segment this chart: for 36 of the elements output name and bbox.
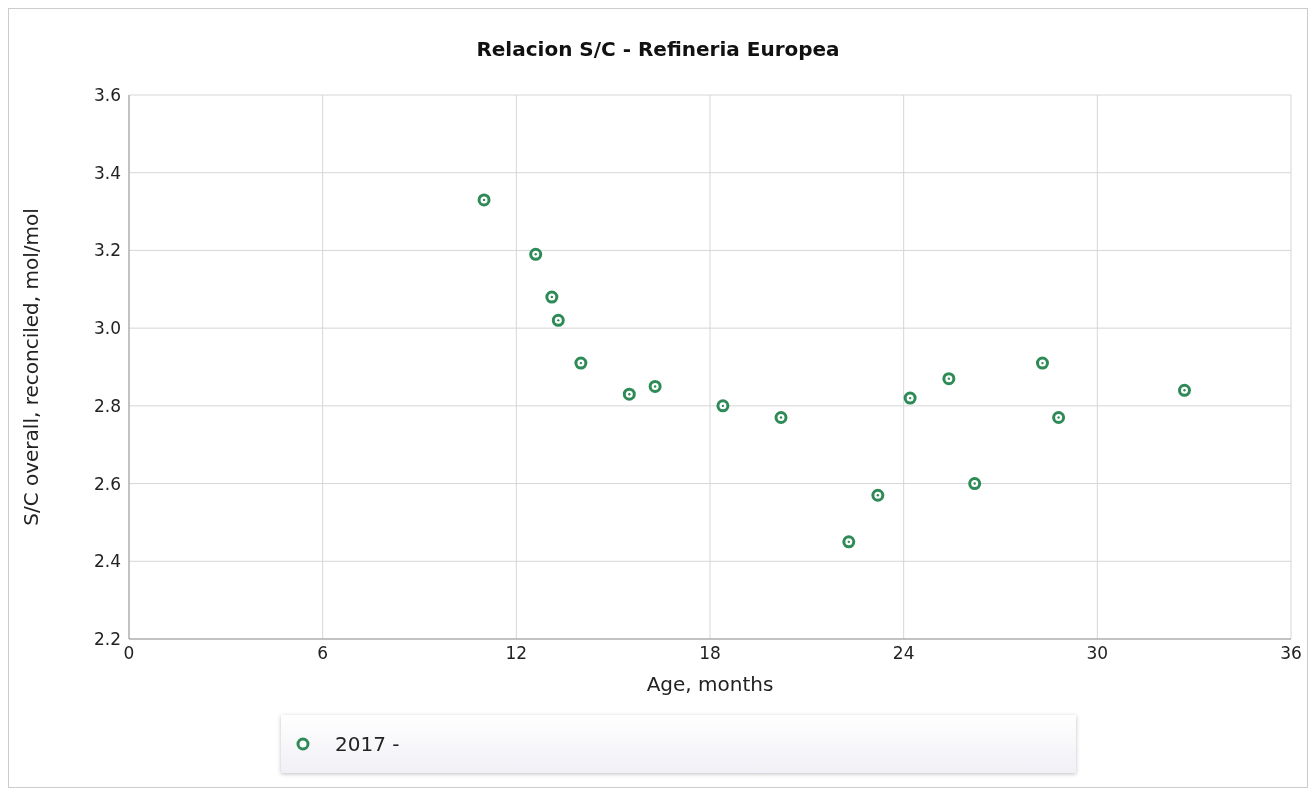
point — [774, 411, 788, 425]
point — [903, 391, 917, 405]
point — [1177, 383, 1191, 397]
x-axis-title: Age, months — [646, 672, 774, 696]
point — [942, 372, 956, 386]
y-tick-label: 2.6 — [93, 473, 121, 494]
y-tick-label: 2.4 — [93, 551, 121, 572]
x-tick-label: 0 — [123, 643, 135, 664]
point — [842, 535, 856, 549]
point — [477, 193, 491, 207]
x-tick-label: 6 — [317, 643, 329, 664]
x-tick-label: 24 — [892, 643, 915, 664]
x-tick-label: 12 — [505, 643, 528, 664]
point — [968, 477, 982, 491]
point — [1052, 411, 1066, 425]
legend-label: 2017 - — [335, 732, 400, 756]
y-tick-label: 3.2 — [93, 240, 121, 261]
x-tick-label: 18 — [699, 643, 721, 664]
y-tick-label: 2.2 — [93, 629, 121, 650]
point — [551, 313, 565, 327]
x-tick-label: 36 — [1280, 643, 1302, 664]
y-tick-label: 3.4 — [93, 162, 121, 183]
chart-title: Relacion S/C - Refineria Europea — [475, 37, 841, 61]
point — [648, 379, 662, 393]
point — [716, 399, 730, 413]
y-tick-label: 3.6 — [93, 85, 121, 106]
point — [574, 356, 588, 370]
x-tick-label: 30 — [1086, 643, 1109, 664]
point — [529, 247, 543, 261]
point — [545, 290, 559, 304]
y-tick-label: 3.0 — [93, 318, 121, 339]
y-tick-label: 2.8 — [93, 395, 121, 416]
point — [1035, 356, 1049, 370]
y-axis-title: S/C overall, reconciled, mol/mol — [19, 208, 44, 526]
point — [622, 387, 636, 401]
point — [871, 488, 885, 502]
